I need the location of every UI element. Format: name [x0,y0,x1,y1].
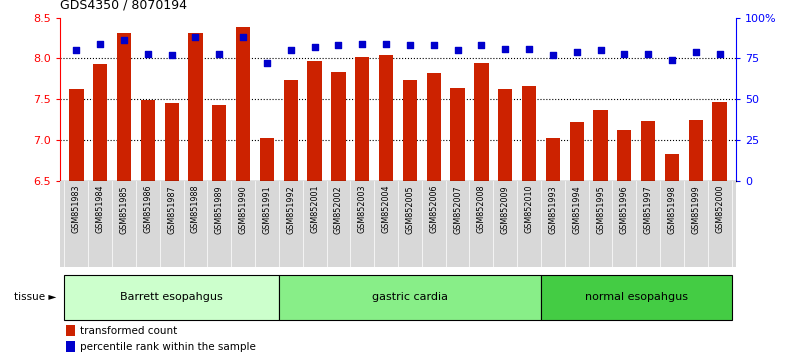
Point [665,57,678,63]
Text: GSM851989: GSM851989 [215,185,224,234]
Bar [236,28,250,181]
Point [236,34,249,40]
Point [523,46,536,51]
Bar [451,88,465,181]
Bar [66,325,76,336]
Text: GSM851984: GSM851984 [96,185,105,233]
Text: gastric cardia: gastric cardia [372,292,448,302]
Point [94,41,107,47]
Bar [355,57,369,181]
Text: GSM852007: GSM852007 [453,185,462,234]
Point [451,47,464,53]
Bar [165,103,179,181]
Bar [593,110,607,181]
Bar [117,33,131,181]
Point [427,42,440,48]
Bar [689,120,703,181]
FancyBboxPatch shape [279,275,541,320]
Text: tissue ►: tissue ► [14,292,57,302]
Bar [93,64,107,181]
Text: GSM852010: GSM852010 [525,185,533,233]
Text: GSM851986: GSM851986 [143,185,152,233]
Point [332,42,345,48]
Text: GSM851991: GSM851991 [263,185,271,234]
Text: transformed count: transformed count [80,326,178,336]
Point [189,34,202,40]
Text: GSM851995: GSM851995 [596,185,605,234]
Point [142,51,154,56]
Text: GSM852008: GSM852008 [477,185,486,233]
Bar [617,130,631,181]
FancyBboxPatch shape [64,275,279,320]
Text: GSM851983: GSM851983 [72,185,81,233]
Bar [427,73,441,181]
Point [499,46,512,51]
Point [166,52,178,58]
Point [547,52,560,58]
Bar [522,86,537,181]
Bar [641,121,655,181]
Text: GSM851985: GSM851985 [119,185,128,234]
Point [213,51,226,56]
Point [308,44,321,50]
Point [642,51,654,56]
Bar [403,80,417,181]
Point [570,49,583,55]
Bar [283,80,298,181]
Text: GSM851996: GSM851996 [620,185,629,234]
Bar [331,72,345,181]
Text: GSM852000: GSM852000 [715,185,724,233]
Point [689,49,702,55]
Text: GSM851988: GSM851988 [191,185,200,233]
Bar [69,89,84,181]
Text: GSM851997: GSM851997 [644,185,653,234]
Text: GSM852001: GSM852001 [310,185,319,233]
Text: GSM851992: GSM851992 [287,185,295,234]
Text: normal esopahgus: normal esopahgus [585,292,688,302]
Text: GSM851987: GSM851987 [167,185,176,234]
Bar [141,100,155,181]
FancyBboxPatch shape [541,275,732,320]
Bar [307,61,322,181]
Point [404,42,416,48]
Point [284,47,297,53]
Point [356,41,369,47]
Text: GSM851990: GSM851990 [239,185,248,234]
Text: GSM851993: GSM851993 [548,185,557,234]
Text: GSM852002: GSM852002 [334,185,343,234]
Bar [498,88,513,181]
Text: GSM851998: GSM851998 [668,185,677,234]
Bar [665,154,679,181]
Text: GDS4350 / 8070194: GDS4350 / 8070194 [60,0,187,11]
Bar [712,102,727,181]
Text: GSM852004: GSM852004 [381,185,391,233]
Text: Barrett esopahgus: Barrett esopahgus [120,292,223,302]
Text: GSM852005: GSM852005 [405,185,415,234]
Point [118,38,131,43]
Bar [259,138,274,181]
Text: percentile rank within the sample: percentile rank within the sample [80,342,256,352]
Text: GSM852003: GSM852003 [357,185,367,233]
Point [713,51,726,56]
Point [70,47,83,53]
Bar [189,33,203,181]
Point [618,51,630,56]
Text: GSM852006: GSM852006 [429,185,439,233]
Point [594,47,607,53]
Bar [66,341,76,353]
Bar [569,122,583,181]
Bar [213,105,227,181]
Point [260,61,273,66]
Text: GSM851994: GSM851994 [572,185,581,234]
Point [475,42,488,48]
Point [380,41,392,47]
Bar [474,63,489,181]
Bar [546,138,560,181]
Bar [379,55,393,181]
Text: GSM851999: GSM851999 [691,185,700,234]
Text: GSM852009: GSM852009 [501,185,509,234]
